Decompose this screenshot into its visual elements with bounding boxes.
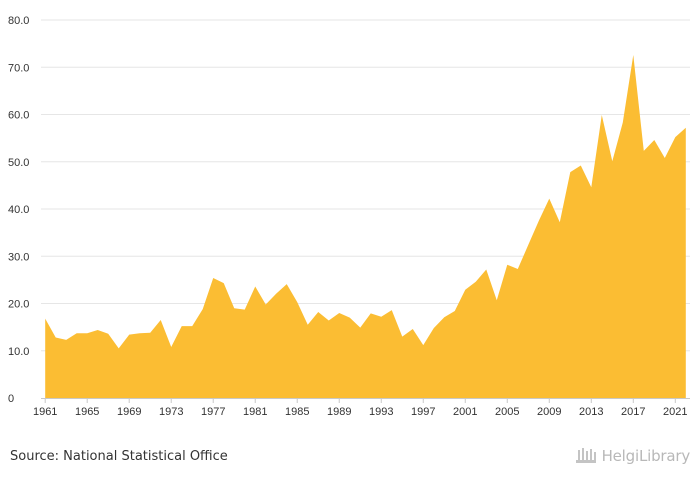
data-point-2010	[558, 220, 562, 224]
y-tick-label: 50.0	[8, 157, 29, 169]
data-point-2006	[516, 267, 520, 271]
data-point-1979	[232, 306, 236, 310]
x-tick-label: 1997	[411, 406, 435, 418]
x-tick-label: 1989	[327, 406, 351, 418]
data-point-1974	[180, 324, 184, 328]
logo-wordmark: HelgiLibrary	[601, 447, 691, 465]
x-tick-label: 1961	[33, 406, 57, 418]
data-point-2001	[463, 288, 467, 292]
x-tick-label: 2013	[579, 406, 603, 418]
data-point-1976	[201, 307, 205, 311]
data-point-1969	[127, 333, 131, 337]
data-point-2007	[526, 243, 530, 247]
data-point-2004	[495, 298, 499, 302]
data-point-1995	[400, 335, 404, 339]
grid-lines	[41, 19, 690, 352]
y-tick-label: 70.0	[8, 62, 29, 74]
data-point-1987	[316, 310, 320, 314]
y-tick-label: 30.0	[8, 251, 29, 263]
data-point-2011	[568, 170, 572, 174]
data-point-1965	[85, 331, 89, 335]
x-tick-label: 2017	[621, 406, 645, 418]
area-chart: 1961 1965 1969 1973 1977 1981 1985 1989 1993 1997…	[8, 15, 690, 418]
data-point-2018	[642, 149, 646, 153]
data-point-1999	[442, 315, 446, 319]
x-tick-label: 1969	[117, 406, 141, 418]
x-tick-label: 1993	[369, 406, 393, 418]
y-tick-label: 80.0	[8, 15, 29, 27]
x-tick-label: 2001	[453, 406, 477, 418]
data-point-1991	[358, 326, 362, 330]
data-point-1986	[306, 323, 310, 327]
data-point-2000	[453, 309, 457, 313]
data-point-1982	[264, 302, 268, 306]
data-point-1964	[75, 331, 79, 335]
data-point-1985	[295, 300, 299, 304]
x-tick-label: 1973	[159, 406, 183, 418]
data-point-1961	[43, 317, 47, 321]
data-point-1978	[222, 281, 226, 285]
data-point-1968	[117, 346, 121, 350]
data-area-layer	[43, 53, 688, 399]
data-point-2021	[673, 135, 677, 139]
data-point-1971	[148, 331, 152, 335]
source-note: Source: National Statistical Office	[10, 449, 228, 464]
data-point-2013	[589, 185, 593, 189]
x-tick-label: 2005	[495, 406, 519, 418]
data-point-1983	[274, 292, 278, 296]
data-point-1977	[211, 276, 215, 280]
data-point-2003	[484, 267, 488, 271]
y-tick-label: 0	[8, 393, 14, 405]
series-area	[45, 54, 686, 399]
data-point-2016	[621, 121, 625, 125]
data-point-2008	[537, 219, 541, 223]
data-point-1994	[390, 308, 394, 312]
data-point-1989	[337, 311, 341, 315]
data-point-1980	[243, 308, 247, 312]
y-tick-label: 40.0	[8, 204, 29, 216]
data-point-1962	[54, 336, 58, 340]
data-point-2015	[610, 159, 614, 163]
data-point-2020	[663, 156, 667, 160]
data-point-1990	[348, 316, 352, 320]
data-point-2009	[547, 197, 551, 201]
data-point-2017	[631, 53, 635, 57]
x-axis: 1961 1965 1969 1973 1977 1981 1985 1989 1993 1997…	[33, 398, 690, 418]
x-tick-label: 2021	[663, 406, 687, 418]
data-point-2019	[652, 138, 656, 142]
data-point-2022	[684, 126, 688, 130]
x-tick-label: 1965	[75, 406, 99, 418]
data-point-1996	[411, 327, 415, 331]
y-tick-label: 10.0	[8, 346, 29, 358]
x-tick-label: 2009	[537, 406, 561, 418]
data-point-1993	[379, 315, 383, 319]
helgilibrary-logo[interactable]: HelgiLibrary	[574, 446, 690, 466]
data-point-1992	[369, 311, 373, 315]
data-point-1967	[106, 332, 110, 336]
data-point-1973	[169, 345, 173, 349]
data-point-1966	[96, 328, 100, 332]
x-tick-label: 1977	[201, 406, 225, 418]
x-tick-label: 1985	[285, 406, 309, 418]
data-point-1997	[421, 343, 425, 347]
data-point-1975	[190, 324, 194, 328]
y-tick-label: 60.0	[8, 110, 29, 122]
data-point-2005	[505, 263, 509, 267]
data-point-1984	[285, 282, 289, 286]
data-point-1963	[64, 338, 68, 342]
data-point-1998	[432, 326, 436, 330]
data-point-2012	[579, 164, 583, 168]
data-point-2002	[474, 280, 478, 284]
data-point-1988	[327, 319, 331, 323]
data-point-1970	[138, 331, 142, 335]
data-point-2014	[600, 113, 604, 117]
data-point-1981	[253, 284, 257, 288]
x-tick-label: 1981	[243, 406, 267, 418]
data-point-1972	[159, 318, 163, 322]
y-tick-label: 20.0	[8, 299, 29, 311]
y-axis: 0 10.0 20.0 30.0 40.0 50.0 60.0 70.0 80.0	[8, 15, 29, 405]
library-columns-icon	[575, 448, 596, 463]
